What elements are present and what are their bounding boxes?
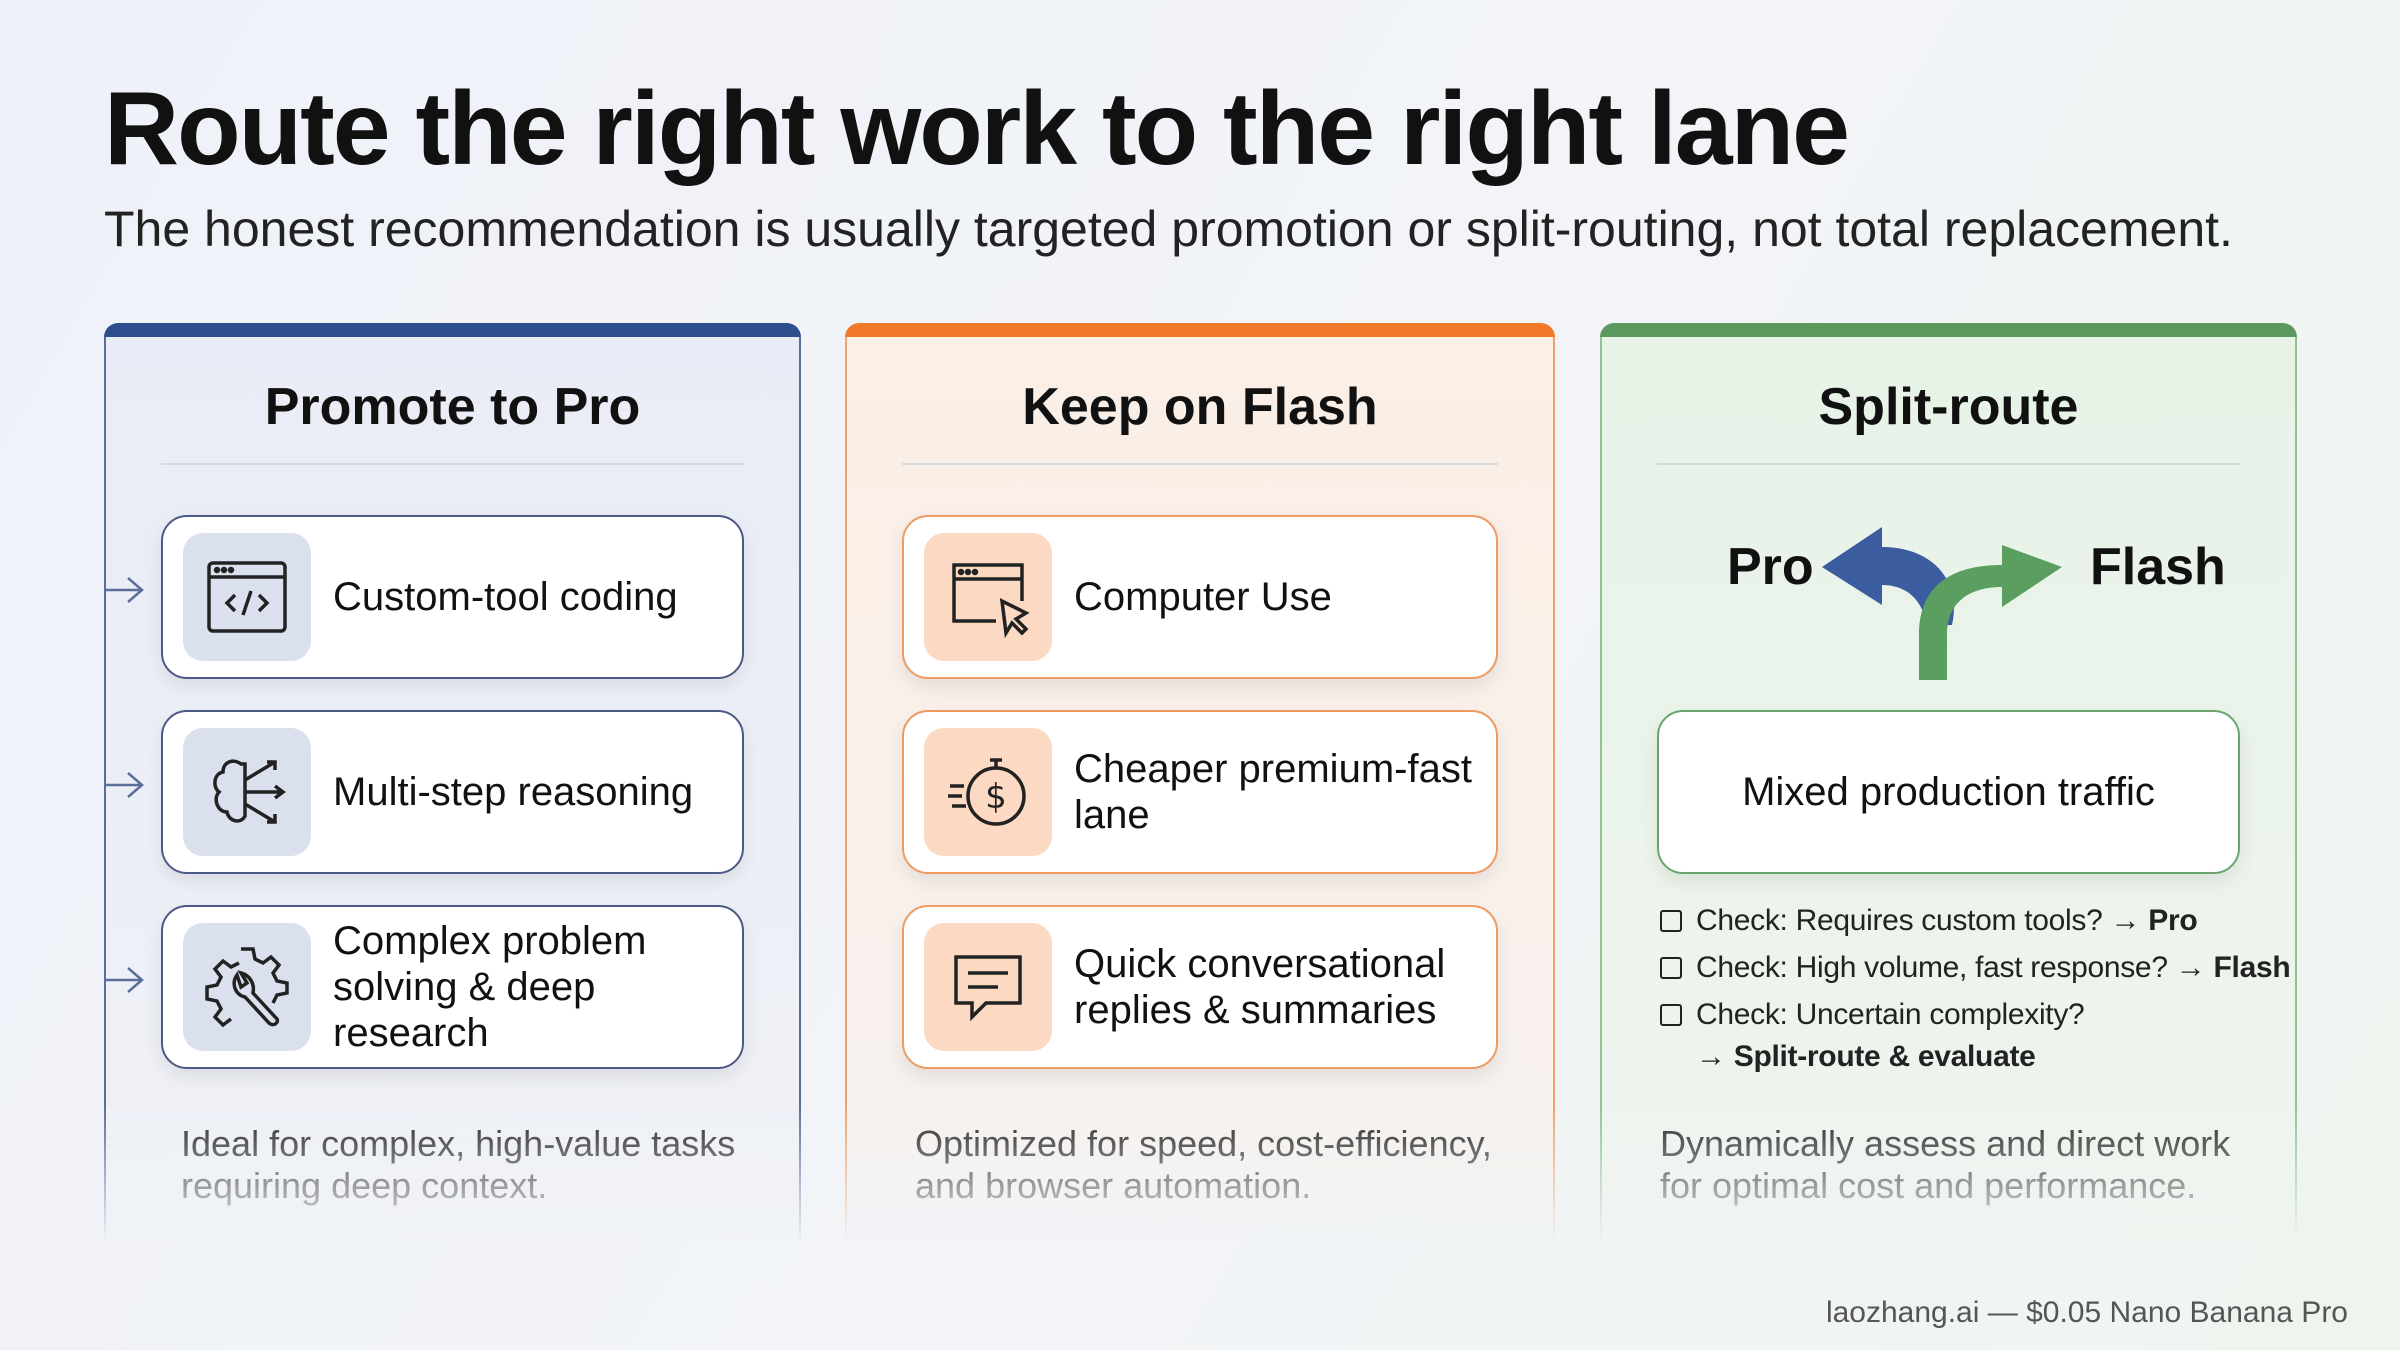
- column-title: Promote to Pro: [264, 378, 641, 436]
- code-window-icon: [183, 533, 311, 661]
- lane-card: Multi-step reasoning: [161, 710, 744, 874]
- column-description: Optimized for speed, cost-efficiency, an…: [915, 1123, 1492, 1206]
- checkbox-icon: [1660, 957, 1682, 979]
- lane-card: Quick conversational replies & summaries: [902, 905, 1498, 1069]
- lane-card: Computer Use: [902, 515, 1498, 679]
- brain-arrows-icon: [183, 728, 311, 856]
- svg-text:$: $: [985, 777, 1007, 817]
- card-label: Quick conversational replies & summaries: [1074, 942, 1446, 1032]
- divider: [1657, 463, 2240, 465]
- check-item-result: → Split-route & evaluate: [1696, 1040, 2036, 1073]
- page-title: Route the right work to the right lane: [104, 71, 1850, 187]
- chat-bubble-icon: [924, 923, 1052, 1051]
- gear-wrench-icon: [183, 923, 311, 1051]
- arrow-right-icon: [56, 967, 144, 993]
- column-description: Dynamically assess and direct work for o…: [1660, 1123, 2231, 1206]
- arrow-right-icon: [56, 772, 144, 798]
- card-label: Custom-tool coding: [333, 575, 678, 619]
- footer-credit: laozhang.ai — $0.05 Nano Banana Pro: [1825, 1296, 2348, 1329]
- fast-dollar-stopwatch-icon: $: [924, 728, 1052, 856]
- column-title: Keep on Flash: [1022, 378, 1378, 436]
- pro-label: Pro: [1727, 538, 1814, 596]
- card-label: Complex problem solving & deep research: [333, 919, 647, 1055]
- card-label: Computer Use: [1074, 575, 1332, 619]
- lane-card: $ Cheaper premium-fast lane: [902, 710, 1498, 874]
- column-description: Ideal for complex, high-value tasks requ…: [181, 1123, 736, 1206]
- arrow-right-icon: [56, 577, 144, 603]
- checkbox-icon: [1660, 910, 1682, 932]
- column-split-route: Split-route Pro Flash Mixed production t…: [1600, 323, 2297, 1243]
- lane-card: Custom-tool coding: [161, 515, 744, 679]
- checkbox-icon: [1660, 1004, 1682, 1026]
- column-promote-to-pro: Promote to Pro Custom-tool coding Multi-…: [56, 323, 801, 1243]
- split-arrow-icon: [1822, 527, 2062, 680]
- divider: [902, 463, 1498, 465]
- flash-label: Flash: [2090, 538, 2226, 596]
- card-label: Cheaper premium-fast lane: [1074, 747, 1472, 837]
- mixed-traffic-box: Mixed production traffic: [1657, 710, 2240, 874]
- lane-card: Complex problem solving & deep research: [161, 905, 744, 1069]
- page-subtitle: The honest recommendation is usually tar…: [104, 201, 2233, 257]
- check-item: Check: High volume, fast response? → Fla…: [1660, 950, 2340, 986]
- check-item: Check: Requires custom tools? → Pro: [1660, 903, 2340, 939]
- card-label: Multi-step reasoning: [333, 770, 694, 814]
- check-item: Check: Uncertain complexity?: [1660, 997, 2340, 1033]
- browser-cursor-icon: [924, 533, 1052, 661]
- divider: [161, 463, 744, 465]
- column-title: Split-route: [1818, 378, 2079, 436]
- column-keep-on-flash: Keep on Flash Computer Use $ Cheaper pre…: [845, 323, 1555, 1243]
